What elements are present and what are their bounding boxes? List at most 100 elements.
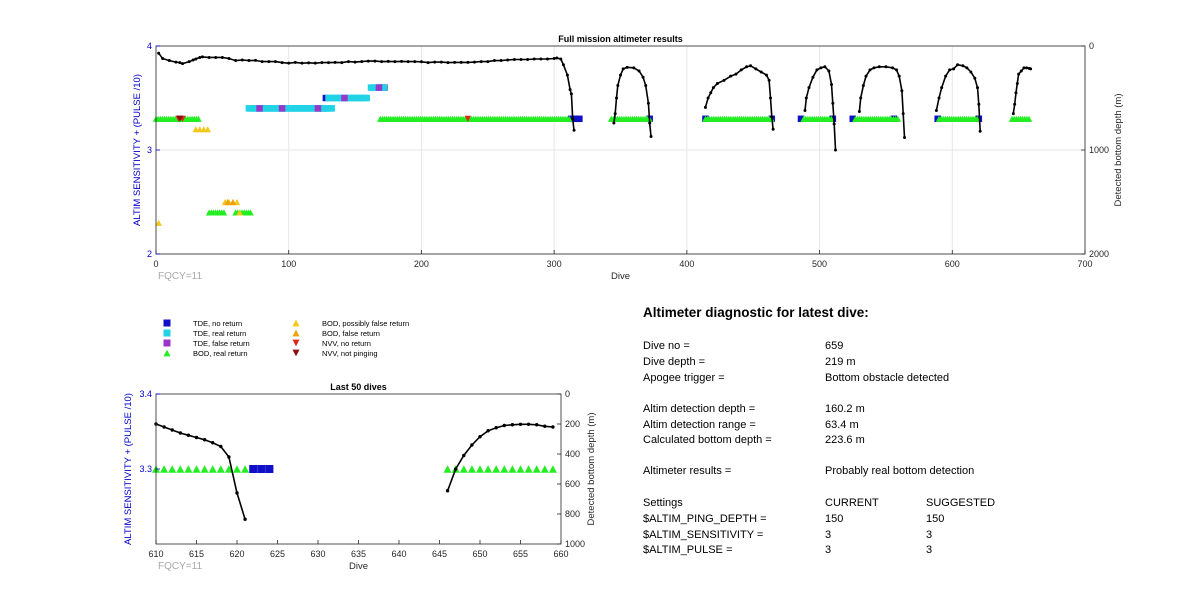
altimeter-diagnostic-panel: Altimeter diagnostic for latest dive: Di… xyxy=(643,305,1063,605)
full-marker xyxy=(797,115,805,123)
full-depth-point xyxy=(711,86,715,90)
setting-pulse-name: $ALTIM_PULSE = xyxy=(643,544,733,556)
dive-depth-label: Dive depth = xyxy=(643,356,706,368)
full-x-label: Dive xyxy=(611,271,630,282)
full-depth-point xyxy=(646,101,650,105)
dive-no-value: 659 xyxy=(825,340,844,352)
full-marker xyxy=(278,105,286,112)
full-depth-point xyxy=(426,61,430,65)
legend-label: BOD, false return xyxy=(322,329,380,338)
full-depth-point xyxy=(220,55,224,59)
full-depth-point xyxy=(900,89,904,93)
full-y-tick-label: 3 xyxy=(147,145,152,155)
diagnostic-title: Altimeter diagnostic for latest dive: xyxy=(643,305,869,320)
full-marker xyxy=(464,115,472,122)
full-depth-point xyxy=(644,84,648,88)
last50-x-tick-label: 635 xyxy=(351,549,366,559)
last50-depth-point xyxy=(454,467,458,471)
full-depth-point xyxy=(539,57,543,61)
last50-y2-tick-label: 200 xyxy=(565,419,580,429)
full-marker xyxy=(236,209,243,216)
full-depth-point xyxy=(227,56,231,60)
full-series-3 xyxy=(152,115,1033,216)
full-depth-point xyxy=(439,60,443,64)
full-depth-point xyxy=(977,102,981,106)
full-depth-point xyxy=(320,61,324,65)
altimeter-results-label: Altimeter results = xyxy=(643,465,732,477)
full-depth-point xyxy=(903,136,907,140)
last50-depth-point xyxy=(194,435,199,440)
full-depth-point xyxy=(240,58,244,62)
full-y2-tick-label: 0 xyxy=(1089,41,1094,51)
last50-x-tick-label: 615 xyxy=(189,549,204,559)
full-depth-point xyxy=(174,60,178,64)
full-depth-line-5 xyxy=(935,63,981,132)
last50-depth-point xyxy=(186,433,191,437)
full-series-2 xyxy=(256,84,383,112)
full-y2-tick-label: 1000 xyxy=(1089,145,1109,155)
full-depth-point xyxy=(709,91,713,95)
legend-marker xyxy=(292,349,300,357)
full-depth-point xyxy=(641,75,645,79)
full-depth-point xyxy=(613,112,617,116)
full-depth-point xyxy=(157,51,161,55)
full-depth-point xyxy=(771,127,775,131)
last50-marker xyxy=(540,465,549,473)
full-depth-point xyxy=(293,60,297,64)
last50-marker xyxy=(257,465,266,473)
full-depth-point xyxy=(833,148,837,152)
full-depth-point xyxy=(194,57,198,61)
full-x-tick-label: 0 xyxy=(153,259,158,269)
full-depth-point xyxy=(187,60,191,64)
full-depth-point xyxy=(366,59,370,63)
legend-label: TDE, no return xyxy=(193,319,242,328)
last50-depth-point xyxy=(543,424,547,428)
full-depth-point xyxy=(506,58,510,62)
full-depth-point xyxy=(569,92,573,96)
last50-y-tick-label: 3.4 xyxy=(139,389,152,399)
full-depth-point xyxy=(433,60,437,64)
last50-frame xyxy=(155,393,562,545)
dive-depth-value: 219 m xyxy=(825,356,856,368)
altim-detection-depth-value: 160.2 m xyxy=(825,403,865,415)
full-depth-point xyxy=(969,70,973,74)
full-depth-line-6 xyxy=(1012,67,1031,114)
legend-label: TDE, false return xyxy=(193,339,250,348)
full-fqcy-note: FQCY=11 xyxy=(158,271,202,282)
full-depth-point xyxy=(393,60,397,64)
altimeter-results-value: Probably real bottom detection xyxy=(825,465,975,477)
full-depth-point xyxy=(307,61,311,65)
full-depth-point xyxy=(823,65,827,69)
full-depth-point xyxy=(386,59,390,63)
full-depth-point xyxy=(897,74,901,78)
full-marker xyxy=(204,126,212,133)
legend-item: TDE, real return xyxy=(163,329,246,338)
full-depth-point xyxy=(526,58,530,62)
full-depth-point xyxy=(803,108,807,112)
full-depth-point xyxy=(619,73,622,77)
full-depth-point xyxy=(861,84,865,88)
full-x-tick-label: 300 xyxy=(547,259,562,269)
full-depth-point xyxy=(333,60,337,64)
full-depth-point xyxy=(706,96,710,100)
last50-marker xyxy=(443,465,452,473)
full-depth-point xyxy=(413,60,417,64)
last50-depth-point xyxy=(243,517,247,521)
full-depth-point xyxy=(267,60,271,64)
full-depth-point xyxy=(479,60,483,64)
full-depth-point xyxy=(891,66,895,70)
last50-marker xyxy=(524,465,533,473)
full-depth-point xyxy=(200,55,204,59)
full-marker xyxy=(224,198,231,206)
legend-item: BOD, possibly false return xyxy=(292,319,409,328)
settings-header-suggested: SUGGESTED xyxy=(926,497,996,509)
setting-sensitivity-current: 3 xyxy=(825,529,832,541)
full-depth-point xyxy=(1025,66,1029,70)
full-depth-point xyxy=(406,60,410,64)
full-depth-point xyxy=(1029,67,1033,71)
last50-depth-point xyxy=(202,438,207,442)
legend-item: BOD, false return xyxy=(292,329,380,338)
last50-x-tick-label: 655 xyxy=(513,549,528,559)
last50-marker xyxy=(265,465,274,473)
calculated-bottom-depth-value: 223.6 m xyxy=(825,434,865,446)
